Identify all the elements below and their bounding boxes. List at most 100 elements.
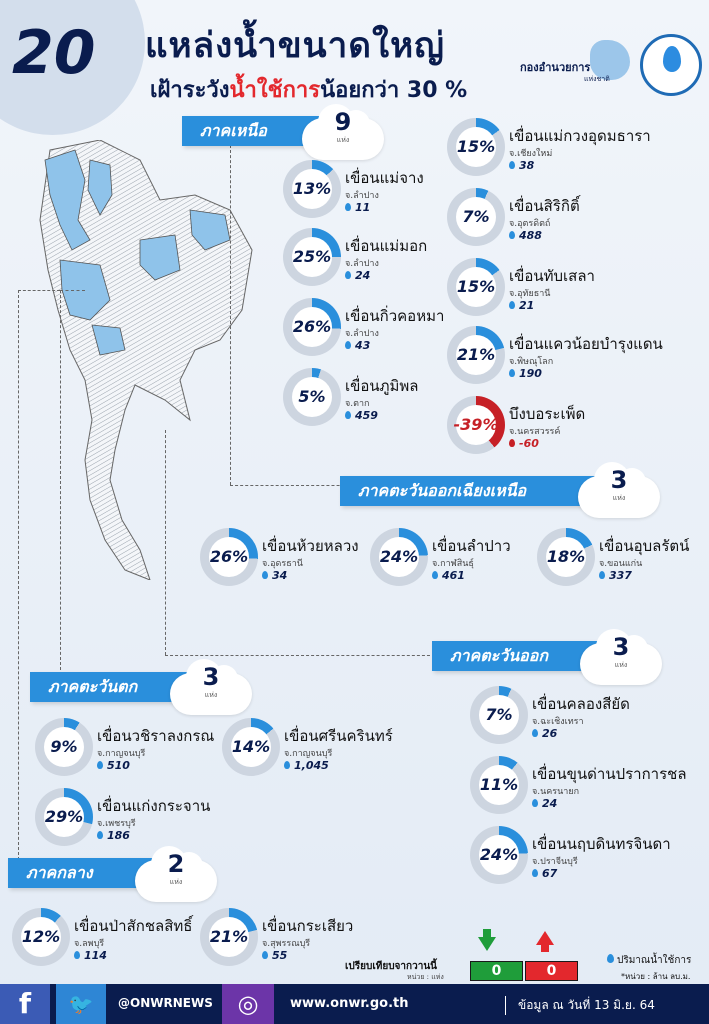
dam-gauge: 9% bbox=[35, 718, 93, 776]
arrow-down-icon bbox=[478, 937, 496, 951]
dam-volume: 24 bbox=[345, 269, 370, 282]
dam-province: จ.กาญจนบุรี bbox=[284, 749, 333, 759]
dam-percent: 7% bbox=[462, 207, 490, 226]
dam-name: เขื่อนแม่จาง bbox=[345, 169, 424, 187]
connector-northeast bbox=[230, 485, 370, 486]
dam-name: เขื่อนศรีนครินทร์ bbox=[284, 727, 393, 745]
region-west-count: 3 แห่ง bbox=[170, 659, 252, 715]
water-drop-icon bbox=[532, 799, 538, 807]
onwr-seal-logo bbox=[640, 34, 702, 96]
dam-name: เขื่อนคลองสียัด bbox=[532, 695, 630, 713]
dam-name: เขื่อนลำปาว bbox=[432, 537, 511, 555]
dam-item: 26% เขื่อนกิ่วคอหมา จ.ลำปาง 43 bbox=[283, 298, 543, 368]
dam-volume: 43 bbox=[345, 339, 370, 352]
facebook-icon[interactable]: f bbox=[0, 984, 50, 1024]
total-count: 20 bbox=[12, 18, 96, 88]
water-drop-icon bbox=[345, 271, 351, 279]
dam-province: จ.ขอนแก่น bbox=[599, 559, 643, 569]
dam-percent: 5% bbox=[298, 387, 326, 406]
water-drop-icon bbox=[262, 951, 268, 959]
command-center-logo: กองอำนวยการ แห่งชาติ bbox=[520, 40, 632, 95]
dam-gauge: 15% bbox=[447, 118, 505, 176]
dam-name: บึงบอระเพ็ด bbox=[509, 405, 586, 423]
highlight-provinces-northeast bbox=[189, 209, 231, 251]
dam-volume: 1,045 bbox=[284, 759, 329, 772]
dam-volume: 24 bbox=[532, 797, 557, 810]
water-drop-icon bbox=[432, 571, 438, 579]
dam-province: จ.กาฬสินธุ์ bbox=[432, 559, 474, 569]
dam-item: 7% เขื่อนสิริกิติ์ จ.อุตรดิตถ์ 488 bbox=[447, 188, 707, 258]
dam-percent: 12% bbox=[21, 927, 61, 946]
dam-volume: -60 bbox=[509, 437, 539, 450]
dam-percent: 26% bbox=[292, 317, 332, 336]
dam-percent: 24% bbox=[379, 547, 419, 566]
dam-percent: 25% bbox=[292, 247, 332, 266]
dam-item: 25% เขื่อนแม่มอก จ.ลำปาง 24 bbox=[283, 228, 543, 298]
dam-percent: 7% bbox=[485, 705, 513, 724]
twitter-icon[interactable]: 🐦 bbox=[56, 984, 106, 1024]
dam-gauge: 11% bbox=[470, 756, 528, 814]
dam-name: เขื่อนแก่งกระจาน bbox=[97, 797, 211, 815]
water-drop-icon bbox=[345, 203, 351, 211]
dam-gauge: 12% bbox=[12, 908, 70, 966]
social-handle[interactable]: @ONWRNEWS bbox=[118, 996, 213, 1010]
dam-province: จ.ลำปาง bbox=[345, 191, 379, 201]
dam-province: จ.อุดรธานี bbox=[262, 559, 303, 569]
dam-name: เขื่อนป่าสักชลสิทธิ์ bbox=[74, 917, 193, 935]
dam-name: เขื่อนขุนด่านปราการชล bbox=[532, 765, 687, 783]
map-logo-icon bbox=[590, 40, 630, 80]
dam-percent: 21% bbox=[209, 927, 249, 946]
dam-gauge: -39% bbox=[447, 396, 505, 454]
volume-legend: ปริมาณน้ำใช้การ bbox=[607, 953, 691, 968]
connector-west-h bbox=[60, 290, 85, 291]
dam-province: จ.ตาก bbox=[345, 399, 370, 409]
dam-name: เขื่อนกิ่วคอหมา bbox=[345, 307, 445, 325]
dam-gauge: 26% bbox=[200, 528, 258, 586]
page-subtitle: เฝ้าระวังน้ำใช้การน้อยกว่า 30 % bbox=[150, 78, 468, 103]
dam-province: จ.นครนายก bbox=[532, 787, 580, 797]
dam-volume: 186 bbox=[97, 829, 130, 842]
dam-volume: 11 bbox=[345, 201, 370, 214]
dam-volume: 55 bbox=[262, 949, 287, 962]
dam-province: จ.ปราจีนบุรี bbox=[532, 857, 578, 867]
arrow-down-stem bbox=[483, 929, 491, 939]
dam-name: เขื่อนอุบลรัตน์ bbox=[599, 537, 690, 555]
dam-volume: 26 bbox=[532, 727, 557, 740]
dam-name: เขื่อนสิริกิติ์ bbox=[509, 197, 580, 215]
dam-volume: 114 bbox=[74, 949, 107, 962]
dam-gauge: 7% bbox=[447, 188, 505, 246]
water-drop-icon bbox=[509, 439, 515, 447]
dam-gauge: 29% bbox=[35, 788, 93, 846]
dam-percent: 13% bbox=[292, 179, 332, 198]
dam-gauge: 15% bbox=[447, 258, 505, 316]
region-north-count: 9 แห่ง bbox=[302, 104, 384, 160]
website-link[interactable]: www.onwr.go.th bbox=[290, 996, 409, 1011]
dam-gauge: 21% bbox=[447, 326, 505, 384]
globe-icon[interactable]: ◎ bbox=[222, 984, 274, 1024]
water-drop-icon bbox=[509, 301, 515, 309]
dam-percent: 29% bbox=[44, 807, 84, 826]
dam-item: 12% เขื่อนป่าสักชลสิทธิ์จ.ลพบุรี 114 bbox=[12, 908, 272, 978]
region-central-count: 2 แห่ง bbox=[135, 846, 217, 902]
dam-volume: 34 bbox=[262, 569, 287, 582]
water-drop-icon bbox=[532, 729, 538, 737]
dam-item: 5% เขื่อนภูมิพล จ.ตาก 459 bbox=[283, 368, 543, 438]
dam-name: เขื่อนแม่กวงอุดมธารา bbox=[509, 127, 651, 145]
dam-name: เขื่อนห้วยหลวง bbox=[262, 537, 359, 555]
dam-item: 26% เขื่อนห้วยหลวงจ.อุดรธานี 34 bbox=[200, 528, 460, 598]
dam-gauge: 18% bbox=[537, 528, 595, 586]
dam-percent: 18% bbox=[546, 547, 586, 566]
dam-province: จ.ลพบุรี bbox=[74, 939, 105, 949]
region-east-count: 3 แห่ง bbox=[580, 629, 662, 685]
highlight-provinces-north2 bbox=[87, 159, 113, 216]
dam-item: 9% เขื่อนวชิราลงกรณ จ.กาญจนบุรี 510 bbox=[35, 718, 295, 788]
dam-province: จ.พิษณุโลก bbox=[509, 357, 554, 367]
dam-item: 24% เขื่อนนฤบดินทรจินดา จ.ปราจีนบุรี 67 bbox=[470, 826, 709, 896]
dam-percent: 15% bbox=[456, 277, 496, 296]
dam-volume: 488 bbox=[509, 229, 542, 242]
water-drop-icon bbox=[509, 369, 515, 377]
water-drop-icon bbox=[262, 571, 268, 579]
dam-item: 15% เขื่อนทับเสลา จ.อุทัยธานี 21 bbox=[447, 258, 707, 328]
dam-province: จ.อุทัยธานี bbox=[509, 289, 551, 299]
